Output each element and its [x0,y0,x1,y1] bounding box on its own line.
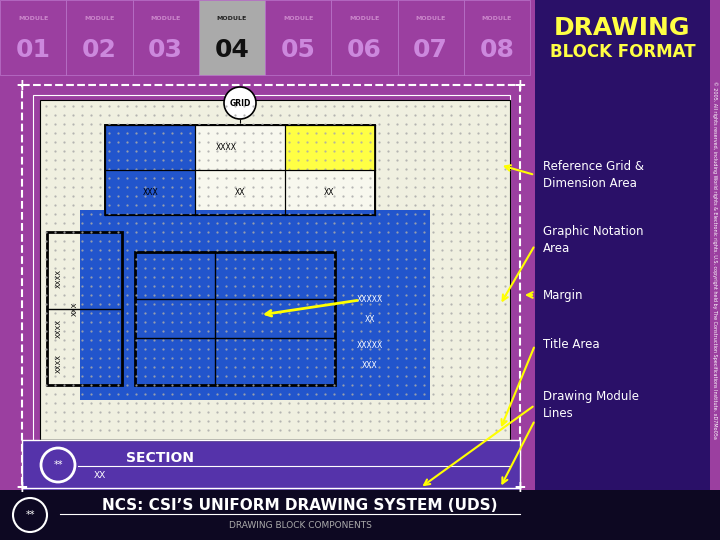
Circle shape [224,87,256,119]
Text: 04: 04 [215,38,249,62]
Text: XXXX: XXXX [216,143,237,152]
Text: XXX: XXX [143,188,159,197]
Text: Graphic Notation
Area: Graphic Notation Area [543,225,644,255]
Text: MODULE: MODULE [150,16,181,21]
Text: XXX: XXX [72,301,78,315]
Text: **: ** [25,510,35,520]
Text: MODULE: MODULE [18,16,48,21]
Text: XXXX: XXXX [56,319,62,338]
Text: 07: 07 [413,38,448,62]
Bar [0,490,720,540]
Text: DRAWING BLOCK COMPONENTS: DRAWING BLOCK COMPONENTS [228,522,372,530]
Text: MODULE: MODULE [482,16,512,21]
Text: GRID: GRID [229,98,251,107]
Text: DRAWING: DRAWING [554,16,690,40]
Text: MODULE: MODULE [217,16,247,21]
Text: 05: 05 [281,38,315,62]
Text: XX: XX [324,188,334,197]
Text: 08: 08 [480,38,514,62]
Text: XXXXX: XXXXX [357,341,383,349]
Bar [22,440,520,490]
Text: Drawing Module
Lines: Drawing Module Lines [543,390,639,420]
Text: © 2005. All rights reserved, including World rights & Electronic rights. U.S. co: © 2005. All rights reserved, including W… [712,81,718,439]
Text: Reference Grid &
Dimension Area: Reference Grid & Dimension Area [543,160,644,190]
Text: 06: 06 [347,38,382,62]
Text: Title Area: Title Area [543,339,600,352]
Text: **: ** [53,460,63,470]
Text: XX: XX [235,188,246,197]
Bar [40,100,510,440]
Text: XXX: XXX [362,361,378,369]
Bar [22,85,520,488]
Bar [47,232,122,385]
Text: XXXX: XXXX [56,354,62,373]
Text: MODULE: MODULE [283,16,313,21]
Text: MODULE: MODULE [349,16,379,21]
Text: Margin: Margin [543,288,583,301]
Bar [105,125,195,215]
Text: +: + [16,78,28,92]
Text: +: + [16,481,28,496]
Bar [331,0,397,75]
Text: 01: 01 [16,38,50,62]
Text: +: + [513,481,526,496]
Text: +: + [513,78,526,92]
Bar [40,440,510,480]
Text: BLOCK FORMAT: BLOCK FORMAT [549,43,696,61]
Bar [80,210,430,400]
Bar [535,0,710,490]
Bar [265,0,331,75]
Text: XX: XX [365,315,375,325]
Text: NCS: CSI’S UNIFORM DRAWING SYSTEM (UDS): NCS: CSI’S UNIFORM DRAWING SYSTEM (UDS) [102,498,498,514]
Text: MODULE: MODULE [84,16,114,21]
Bar [105,125,375,215]
Bar [105,125,375,215]
Bar [66,0,132,75]
Text: XXXXX: XXXXX [357,295,383,305]
Bar [105,125,195,170]
Text: XX: XX [94,471,106,481]
Text: XXXX: XXXX [56,269,62,288]
Bar [464,0,530,75]
Bar [397,0,464,75]
Bar [285,125,375,170]
Text: MODULE: MODULE [415,16,446,21]
Bar [33,95,510,480]
Text: 02: 02 [82,38,117,62]
Bar [132,0,199,75]
Text: 03: 03 [148,38,183,62]
Bar [199,0,265,75]
Text: SECTION: SECTION [126,451,194,465]
Bar [135,252,335,385]
Bar [0,0,66,75]
